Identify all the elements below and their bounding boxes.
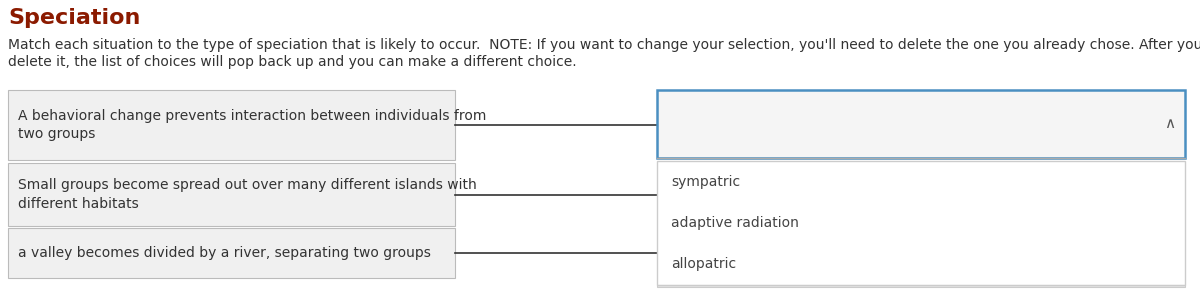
Bar (8, 90, 455, 160)
Bar (8, 163, 455, 226)
Text: adaptive radiation: adaptive radiation (671, 216, 799, 230)
Bar (658, 161, 1186, 285)
Text: delete it, the list of choices will pop back up and you can make a different cho: delete it, the list of choices will pop … (8, 55, 577, 69)
Bar (658, 90, 1186, 158)
Text: Speciation: Speciation (8, 8, 140, 28)
Text: allopatric: allopatric (671, 257, 736, 271)
Text: ∧: ∧ (1164, 117, 1175, 131)
Text: A behavioral change prevents interaction between individuals from
two groups: A behavioral change prevents interaction… (18, 109, 486, 141)
Text: Match each situation to the type of speciation that is likely to occur.  NOTE: I: Match each situation to the type of spec… (8, 38, 1200, 52)
Text: sympatric: sympatric (671, 175, 740, 189)
Text: Small groups become spread out over many different islands with
different habita: Small groups become spread out over many… (18, 178, 476, 211)
Text: a valley becomes divided by a river, separating two groups: a valley becomes divided by a river, sep… (18, 246, 431, 260)
Bar (658, 285, 1186, 287)
Bar (8, 228, 455, 278)
